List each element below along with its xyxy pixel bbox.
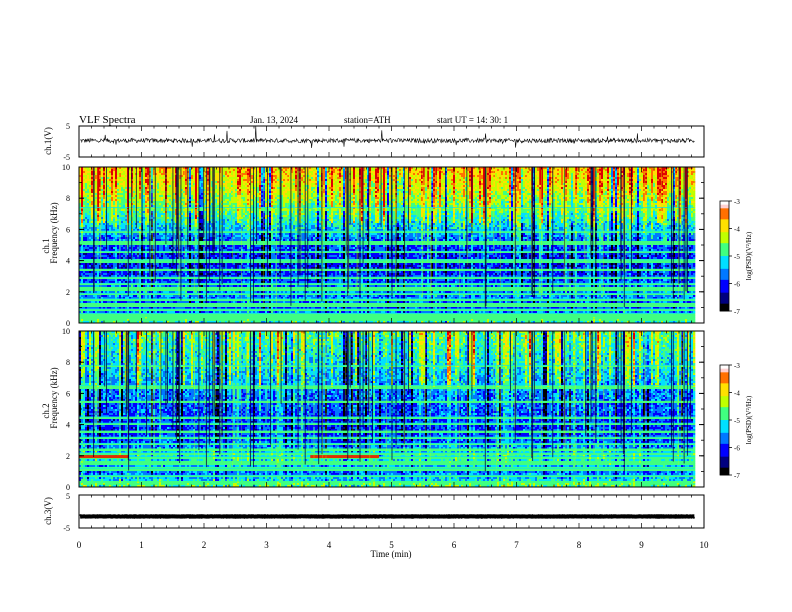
colorbar-tick-label: -4 [734,390,740,398]
ch2-ytick-label: 10 [62,327,70,336]
ch2-colorbar: -3 -4 -5 -6 -7 log(PSD)(V²/Hz) [720,362,753,480]
colorbar-tick-label: -3 [734,362,740,370]
ch2-ytick-label: 6 [66,389,70,398]
ch2-channel-label: ch.2 [41,403,51,418]
ch1-waveform-panel: 5 -5 ch.1(V) [43,122,704,162]
time-tick-label: 2 [202,540,207,550]
hot-segment [310,455,379,458]
colorbar-tick-label: -5 [734,253,740,261]
time-tick-label: 10 [700,540,710,550]
ch3-waveform-ylabel: ch.3(V) [43,497,53,525]
time-tick-label: 4 [327,540,332,550]
colorbar-tick-label: -3 [734,198,740,206]
time-tick-label: 9 [639,540,644,550]
colorbar-tick-label: -6 [734,445,740,453]
ch1-ytick-bottom: -5 [63,153,70,162]
ch1-ytick-top: 5 [66,122,70,131]
time-tick-label: 7 [514,540,519,550]
colorbar-label: log(PSD)(V²/Hz) [745,395,753,444]
ch2-ytick-label: 4 [66,421,70,430]
start-time-label: start UT = 14: 30: 1 [437,115,508,125]
colorbar-tick-label: -6 [734,281,740,289]
ch1-waveform-trace [80,127,694,149]
ch1-colorbar: -3 -4 -5 -6 -7 log(PSD)(V²/Hz) [720,198,753,316]
date-label: Jan. 13, 2024 [250,115,298,125]
ch3-ytick-top: 5 [66,492,70,501]
ch2-ytick-label: 8 [66,358,70,367]
ch2-ytick-label: 0 [66,483,70,492]
colorbar-tick-label: -7 [734,472,740,480]
figure-title: VLF Spectra [79,114,136,126]
colorbar-tick-label: -5 [734,417,740,425]
time-tick-label: 0 [77,540,82,550]
ch1-ytick-label: 4 [66,257,70,266]
ch2-spectrogram-image [79,331,695,487]
ch3-ytick-bottom: -5 [63,524,70,533]
ch1-channel-label: ch.1 [41,238,51,253]
colorbar-tick-label: -7 [734,308,740,316]
ch1-ytick-label: 6 [66,225,70,234]
ch1-waveform-ylabel: ch.1(V) [43,127,53,155]
ch1-ytick-label: 10 [62,163,70,172]
ch1-ytick-label: 8 [66,194,70,203]
time-tick-label: 3 [264,540,269,550]
time-tick-label: 1 [139,540,144,550]
ch2-ytick-label: 2 [66,452,70,461]
ch1-spectrogram-image [79,167,695,323]
time-tick-label: 6 [452,540,457,550]
hot-segment [79,455,129,458]
colorbar-label: log(PSD)(V²/Hz) [745,231,753,280]
ch3-waveform-panel: 5 -5 ch.3(V) [43,492,704,533]
time-axis-label: Time (min) [371,549,412,559]
time-tick-label: 8 [577,540,582,550]
ch1-ytick-label: 2 [66,288,70,297]
station-label: station=ATH [344,115,391,125]
colorbar-tick-label: -4 [734,226,740,234]
